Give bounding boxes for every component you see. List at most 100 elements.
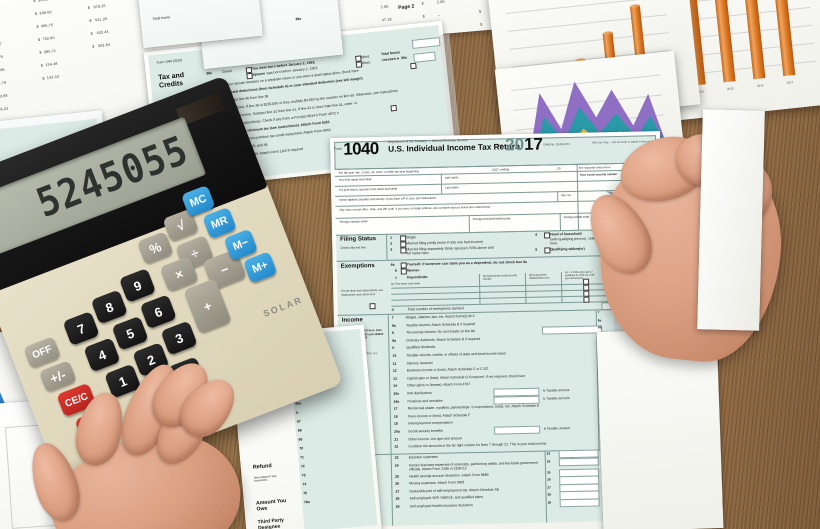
side-line-number: 75 xyxy=(303,491,308,496)
side-line-number: 76a xyxy=(303,499,310,505)
amount-line-number: 26 xyxy=(547,477,551,482)
tax-table-row: $ 153.88 xyxy=(0,93,8,100)
amount-line-number: 27 xyxy=(547,485,551,490)
chart-bar xyxy=(744,0,766,80)
exemptions-heading: Exemptions xyxy=(340,263,375,270)
checkbox-hoh[interactable] xyxy=(544,232,550,239)
checkbox-child-credit-3[interactable] xyxy=(583,290,589,297)
side-line-number: 68 xyxy=(297,428,302,433)
side-line-number: b xyxy=(296,410,299,415)
amount-line-number: 25 xyxy=(547,470,551,475)
side-line-number: 66a xyxy=(295,401,302,406)
exemption-line-6d: d xyxy=(391,307,394,312)
line-number: 18 xyxy=(393,414,398,419)
tax-year-prefix: 20 xyxy=(504,134,525,155)
amount-line-number: 24 xyxy=(546,459,551,464)
third-party-heading: Third Party Designee xyxy=(257,517,285,529)
line-number: 9a xyxy=(392,338,397,343)
income-line-text: Pensions and annuities xyxy=(407,398,443,404)
checkbox-child-credit-1[interactable] xyxy=(583,278,589,285)
dep-col-1: (1) First name Last name xyxy=(391,282,421,286)
irs-code: (99) xyxy=(498,143,504,148)
chart-bar xyxy=(713,0,736,83)
line-number: 8a xyxy=(391,323,396,328)
inline-amount-box[interactable] xyxy=(493,395,540,405)
line-number: 14 xyxy=(393,384,398,389)
checkbox-child-credit-2[interactable] xyxy=(583,284,589,291)
refund-note: Direct deposit? See instructions. xyxy=(253,474,277,483)
exemption-line-6c: c xyxy=(394,275,397,280)
checkbox-single[interactable] xyxy=(400,235,406,242)
chart-x-tick-label: 2015 xyxy=(726,86,734,92)
tax-year: 2017 xyxy=(505,135,543,156)
fs-number-1: 1 xyxy=(390,235,393,240)
side-line-number: 70 xyxy=(299,446,304,451)
income-line-text: Alimony received xyxy=(406,360,433,366)
field-label-foreign-province: Foreign province/state/county xyxy=(472,216,511,222)
side-line-number: 69 xyxy=(298,437,303,442)
side-line-number: 72 xyxy=(300,464,305,469)
exemption-line-6b: b xyxy=(394,268,397,273)
field-label-home-address: Home address (number and street). If you… xyxy=(339,195,437,202)
income-heading: Income xyxy=(341,317,363,324)
line-number: 26 xyxy=(395,481,400,486)
form-label: Form xyxy=(334,146,343,151)
line-number: 12 xyxy=(392,368,397,373)
inline-amount-box[interactable] xyxy=(494,425,541,435)
line-number: 29 xyxy=(395,504,400,509)
line-number: 25 xyxy=(395,474,399,479)
field-label-spouse-name: If a joint return, spouse's first name a… xyxy=(339,186,398,192)
checkbox-yourself[interactable] xyxy=(400,262,407,269)
checkbox-more-dependents[interactable] xyxy=(369,303,376,309)
line-number: 17 xyxy=(393,406,398,411)
checkbox-child-credit-4[interactable] xyxy=(583,296,590,303)
omb-number: OMB No. 1545-0074 xyxy=(543,141,570,147)
income-line-subtext: b Taxable amount xyxy=(544,426,571,431)
fs-label-qw: Qualifying widow(er) xyxy=(550,246,585,252)
amount-line-number: 28 xyxy=(547,492,552,497)
chart-x-tick-label: 2017 xyxy=(786,80,794,85)
line-number: 20a xyxy=(394,429,400,434)
line-number: 24 xyxy=(394,463,399,468)
tax-table-row: $ 293.86 $ 134.48 xyxy=(0,61,58,74)
income-line-subtext: b Taxable amount xyxy=(543,395,570,401)
field-label-your-name: Your first name and initial xyxy=(338,177,372,182)
fs-number-4: 4 xyxy=(535,232,538,237)
fs-number-5: 5 xyxy=(535,247,538,252)
fs-number-2: 2 xyxy=(390,241,393,246)
field-label-last-name: Last name xyxy=(444,175,459,180)
exemption-label-spouse: Spouse xyxy=(406,268,420,273)
period-line3: , 20 xyxy=(555,166,561,171)
checkbox-mfj[interactable] xyxy=(400,241,406,248)
income-line-text: Social security benefits xyxy=(408,428,443,434)
line-number: b xyxy=(392,346,395,351)
line-number: 23 xyxy=(394,455,399,460)
checkbox-mfs[interactable] xyxy=(400,247,407,254)
line-number: 10 xyxy=(392,353,397,358)
dep-col-3: (3) Dependent's relationship to you xyxy=(528,273,550,280)
line-number: 11 xyxy=(392,361,397,366)
income-line-text: IRA distributions xyxy=(407,390,432,396)
line-number: 15a xyxy=(393,391,400,396)
tax-table-row: $ 265.79 $ 133.33 xyxy=(0,74,60,87)
checkbox-spouse-exemption[interactable] xyxy=(400,268,407,275)
line-number: 16a xyxy=(393,399,400,404)
form-number: 1040 xyxy=(343,138,379,159)
exemptions-note: If more than four dependents, see instru… xyxy=(341,287,384,297)
blank-sheet-right-edge xyxy=(697,109,765,331)
checkbox-dual-status[interactable] xyxy=(410,62,417,69)
amount-input-box[interactable] xyxy=(558,457,599,467)
fragment-label: Total boxes xyxy=(152,15,171,21)
line-number: 21 xyxy=(394,437,399,442)
checkbox-form-4972[interactable] xyxy=(390,104,397,112)
amount-input-box[interactable] xyxy=(559,498,600,508)
dep-col-2: (2) Dependent's social security number xyxy=(482,274,518,281)
amount-owe-heading: Amount You Owe xyxy=(255,497,287,513)
refund-section-heading: Refund xyxy=(252,463,273,471)
field-label-foreign-postal: Foreign postal code xyxy=(563,214,590,220)
line-number: 7 xyxy=(391,315,394,320)
checkbox-qw[interactable] xyxy=(544,247,551,254)
side-line-number: 73 xyxy=(301,473,306,478)
amount-line-number: 23 xyxy=(546,451,551,456)
